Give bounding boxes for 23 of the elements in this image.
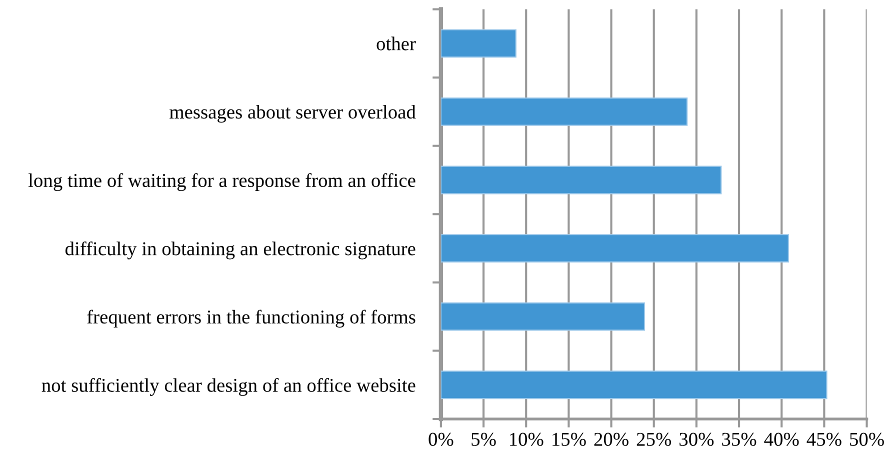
bar xyxy=(440,370,828,400)
x-tick-label: 0% xyxy=(428,432,454,446)
y-tick-label: not sufficiently clear design of an office website xyxy=(42,378,416,396)
bar xyxy=(440,234,789,262)
y-tick-label: other xyxy=(376,36,416,50)
x-tick-label: 30% xyxy=(680,432,714,446)
y-tick-label: difficulty in obtaining an electronic signature xyxy=(65,241,416,260)
y-tick-label: long time of waiting for a response from an office xyxy=(28,173,416,192)
x-tick-label: 50% xyxy=(850,432,884,446)
y-tick-label: messages about server overload xyxy=(170,104,416,123)
x-tick-label: 5% xyxy=(472,432,496,446)
bar xyxy=(440,302,646,331)
x-tick-label: 25% xyxy=(636,432,672,446)
bar xyxy=(440,97,688,126)
bar xyxy=(440,29,516,58)
y-tick-label: frequent errors in the functioning of forms xyxy=(87,310,416,328)
x-tick-label: 10% xyxy=(510,432,544,446)
bar xyxy=(440,166,722,194)
x-tick-label: 45% xyxy=(806,432,842,446)
x-tick-label: 35% xyxy=(722,432,756,446)
x-tick-label: 40% xyxy=(764,432,799,446)
x-tick-label: 15% xyxy=(552,432,586,446)
x-tick-label: 20% xyxy=(594,432,628,446)
